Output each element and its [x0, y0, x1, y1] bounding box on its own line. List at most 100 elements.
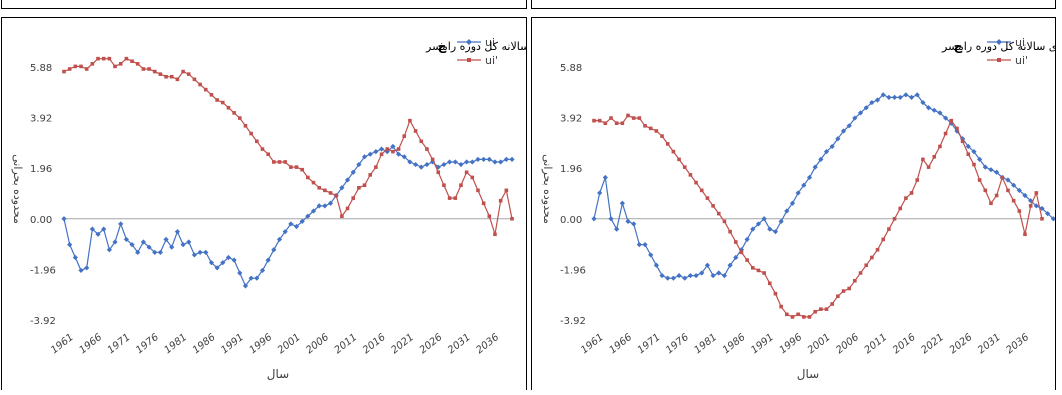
x-tick-label: 2011 [863, 332, 890, 356]
data-point-ui [789, 200, 796, 206]
data-point-ui [863, 105, 869, 111]
data-point-ui-prime [306, 175, 310, 180]
x-tick-label: 1961 [579, 332, 606, 356]
data-point-ui [469, 159, 475, 165]
data-point-ui [305, 213, 311, 219]
data-point-ui-prime [345, 206, 350, 211]
data-point-ui [625, 218, 631, 224]
data-point-ui-prime [836, 294, 840, 299]
data-point-ui [744, 236, 750, 243]
data-point-ui-prime [614, 121, 619, 126]
data-point-ui [801, 182, 807, 188]
data-point-ui-prime [966, 152, 971, 157]
data-point-ui [123, 236, 129, 243]
data-point-ui-prime [237, 116, 242, 120]
data-point-ui-prime [430, 157, 435, 162]
data-point-ui [503, 156, 509, 162]
panel-letter: ح [954, 39, 963, 53]
data-point-ui-prime [209, 93, 214, 97]
data-point-ui-prime [96, 56, 100, 61]
data-point-ui [977, 156, 983, 162]
data-point-ui-prime [323, 188, 327, 193]
data-point-ui-prime [733, 240, 738, 244]
data-point-ui [361, 154, 368, 160]
y-tick-label: 1.96 [560, 164, 582, 175]
data-point-ui [174, 229, 181, 235]
data-point-ui [772, 229, 779, 235]
data-point-ui-prime [220, 100, 225, 105]
data-point-ui-prime [654, 129, 659, 133]
data-point-ui-prime [1034, 191, 1039, 195]
data-point-ui-prime [419, 139, 424, 144]
data-point-ui-prime [785, 312, 789, 317]
data-point-ui-prime [266, 152, 270, 157]
data-point-ui [84, 265, 90, 271]
data-point-ui [356, 161, 362, 168]
data-point-ui-prime [1017, 209, 1022, 213]
data-point-ui-prime [436, 170, 441, 175]
data-point-ui-prime [510, 216, 514, 221]
data-point-ui [180, 241, 186, 248]
data-point-ui [316, 203, 322, 209]
data-point-ui [276, 236, 283, 243]
data-point-ui [1045, 211, 1051, 217]
data-point-ui-prime [756, 268, 761, 273]
data-point-ui [435, 164, 441, 170]
x-tick-label: 1991 [219, 332, 246, 356]
data-point-ui-prime [847, 286, 851, 291]
data-point-ui [407, 159, 413, 165]
data-point-ui [486, 156, 492, 162]
data-point-ui [390, 143, 396, 150]
data-point-ui [829, 143, 835, 150]
x-tick-label: 1971 [106, 332, 133, 356]
data-point-ui-prime [294, 165, 299, 169]
data-point-ui [248, 275, 254, 281]
y-axis-title: محدوده بحرانی [11, 154, 24, 224]
data-point-ui [254, 275, 260, 281]
data-point-ui-prime [824, 307, 829, 311]
data-point-ui-prime [626, 113, 630, 118]
data-point-ui-prime [660, 134, 664, 138]
data-point-ui [665, 275, 671, 281]
y-tick-label: 3.92 [560, 114, 582, 125]
data-point-ui-prime [909, 191, 914, 195]
data-point-ui-prime [665, 142, 670, 146]
x-tick-label: 1981 [692, 332, 719, 356]
data-point-ui-prime [175, 77, 180, 82]
data-point-ui [591, 216, 597, 222]
data-point-ui-prime [620, 121, 625, 126]
series-line-ui [593, 94, 1054, 279]
data-point-ui [225, 254, 232, 261]
data-point-ui [818, 156, 824, 162]
data-point-ui [157, 249, 164, 255]
data-point-ui [806, 174, 813, 181]
data-point-ui [129, 241, 135, 248]
data-point-ui-prime [232, 111, 236, 115]
x-tick-label: 1986 [191, 332, 218, 356]
data-point-ui [89, 226, 95, 232]
data-point-ui-prime [603, 121, 608, 126]
data-point-ui [378, 146, 385, 152]
data-point-ui-prime [113, 64, 117, 69]
data-point-ui [880, 92, 886, 98]
data-point-ui-prime [711, 204, 715, 208]
data-point-ui [636, 241, 642, 248]
data-point-ui-prime [762, 271, 766, 275]
data-point-ui-prime [648, 126, 653, 131]
data-point-ui [778, 218, 784, 224]
data-point-ui [447, 159, 453, 165]
data-point-ui [670, 275, 676, 281]
data-point-ui-prime [181, 69, 185, 74]
data-point-ui [293, 223, 300, 230]
data-point-ui [140, 239, 146, 245]
data-point-ui [965, 143, 971, 150]
data-point-ui-prime [802, 315, 806, 319]
data-point-ui [78, 267, 84, 274]
data-point-ui [897, 94, 903, 100]
x-tick-label: 2036 [474, 332, 501, 356]
data-point-ui-prime [926, 165, 931, 169]
data-point-ui-prime [887, 227, 891, 231]
data-point-ui [146, 244, 152, 250]
x-tick-label: 2006 [304, 332, 331, 356]
data-point-ui-prime [631, 116, 636, 120]
